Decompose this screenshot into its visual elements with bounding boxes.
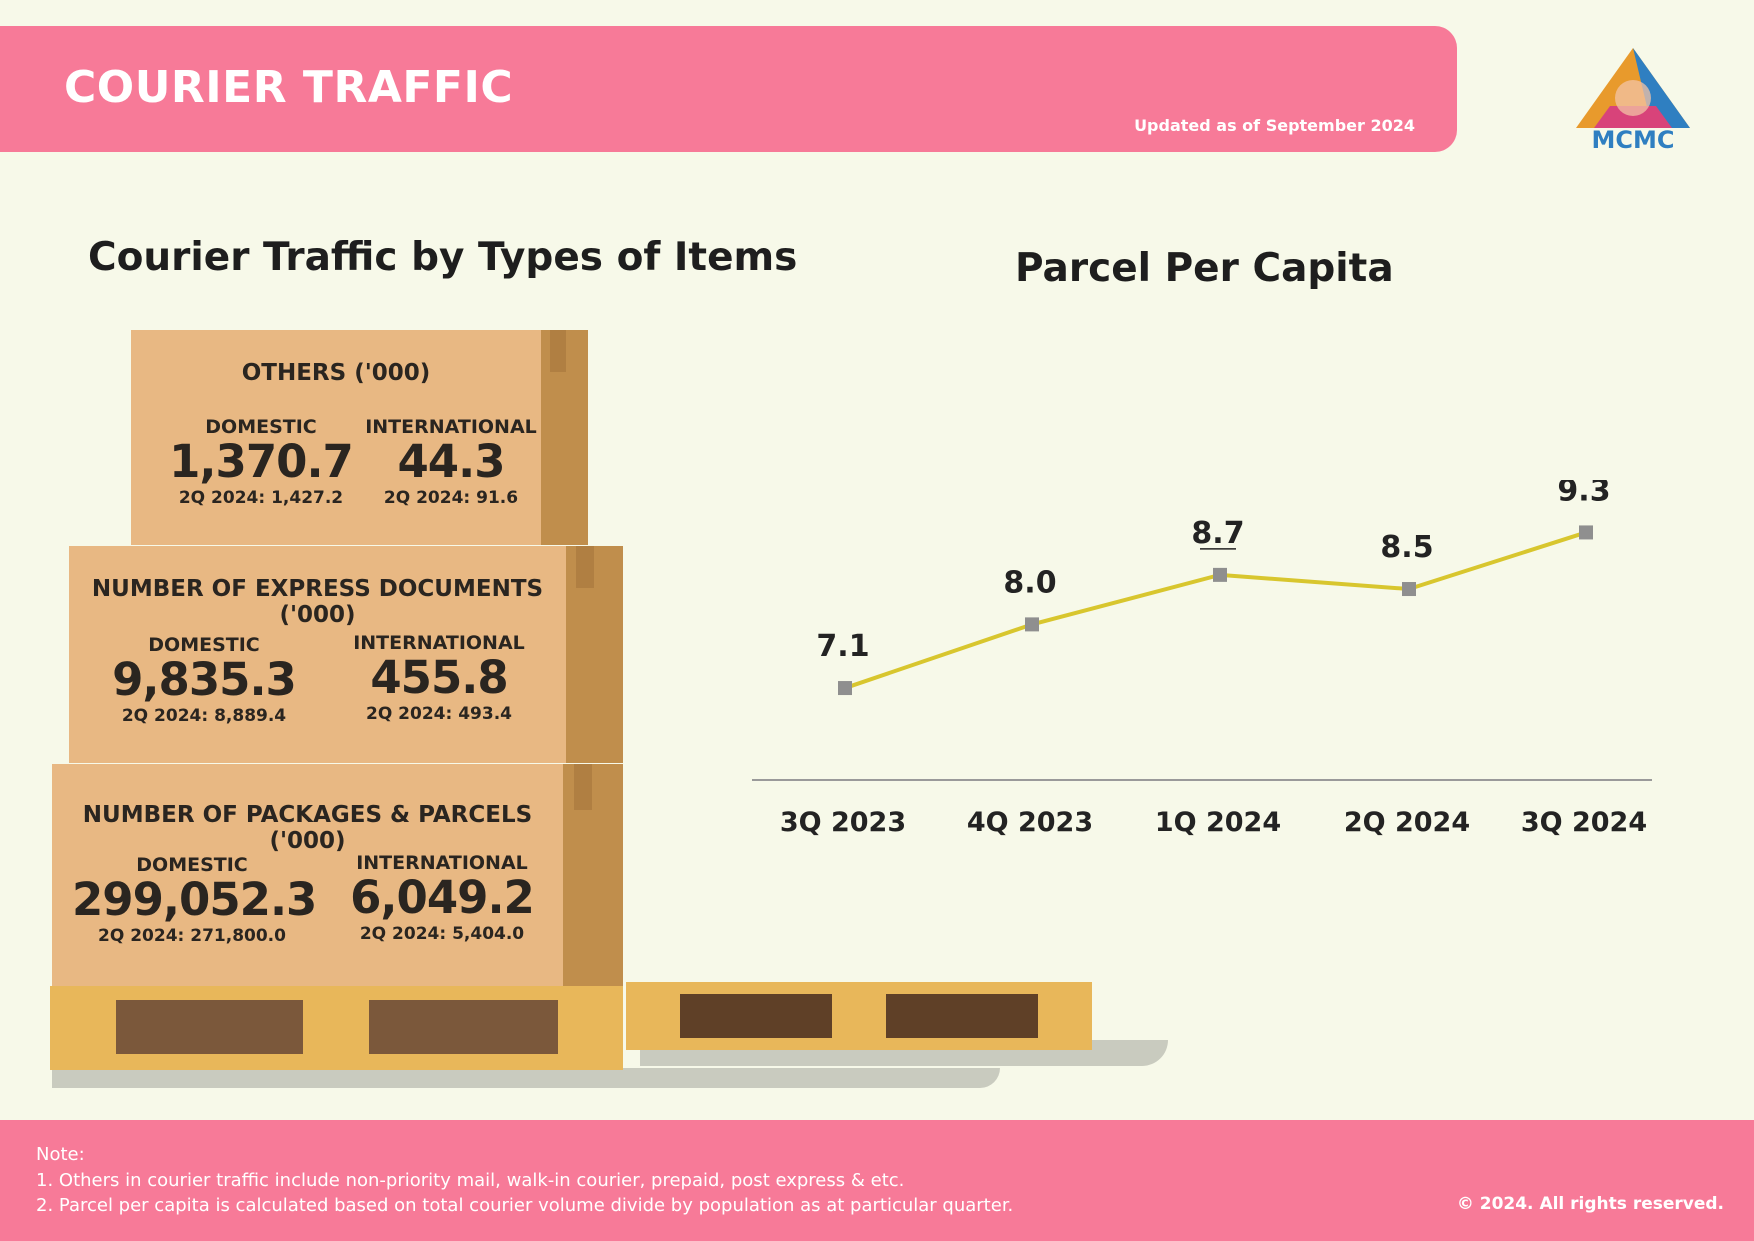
- international-block: INTERNATIONAL 6,049.2 2Q 2024: 5,404.0: [342, 852, 542, 944]
- box-side: [566, 546, 623, 763]
- box-tape: [574, 764, 592, 810]
- data-point: [1213, 567, 1227, 582]
- pallet-block: [558, 1000, 623, 1054]
- international-label: INTERNATIONAL: [356, 852, 528, 874]
- data-point: [1579, 525, 1593, 540]
- x-tick-label: 4Q 2023: [967, 807, 1093, 838]
- international-label: INTERNATIONAL: [353, 632, 525, 654]
- note-2: 2. Parcel per capita is calculated based…: [36, 1195, 1014, 1216]
- domestic-prev: 2Q 2024: 8,889.4: [121, 706, 287, 726]
- header-banner: COURIER TRAFFIC Updated as of September …: [0, 26, 1457, 152]
- international-block: INTERNATIONAL 44.3 2Q 2024: 91.6: [351, 416, 551, 508]
- data-label: 7.1: [816, 629, 869, 664]
- international-value: 6,049.2: [350, 871, 535, 924]
- domestic-value: 9,835.3: [112, 653, 297, 706]
- box-title: NUMBER OF PACKAGES & PARCELS ('000): [82, 802, 533, 854]
- domestic-label: DOMESTIC: [148, 634, 260, 656]
- box-others: OTHERS ('000) DOMESTIC 1,370.7 2Q 2024: …: [131, 330, 541, 545]
- pallet-top-board: [50, 986, 623, 1000]
- data-point: [1402, 582, 1416, 597]
- domestic-block: DOMESTIC 1,370.7 2Q 2024: 1,427.2: [151, 416, 371, 508]
- domestic-block: DOMESTIC 299,052.3 2Q 2024: 271,800.0: [72, 854, 317, 946]
- empty-pallet-top: [626, 982, 1092, 994]
- pallet-block: [1038, 994, 1092, 1038]
- pallet-block: [50, 1000, 116, 1054]
- copyright: © 2024. All rights reserved.: [1456, 1194, 1724, 1214]
- data-label: 8.7: [1191, 516, 1244, 551]
- logo-text: MCMC: [1592, 126, 1675, 152]
- international-block: INTERNATIONAL 455.8 2Q 2024: 493.4: [339, 632, 539, 724]
- page-title: COURIER TRAFFIC: [64, 62, 514, 113]
- domestic-label: DOMESTIC: [136, 854, 248, 876]
- x-tick-label: 3Q 2023: [780, 807, 906, 838]
- data-label: 8.0: [1003, 565, 1056, 600]
- updated-date: Updated as of September 2024: [1134, 116, 1415, 135]
- box-tape: [576, 546, 594, 588]
- international-prev: 2Q 2024: 493.4: [365, 704, 512, 724]
- x-tick-label: 3Q 2024: [1521, 807, 1647, 838]
- international-value: 455.8: [370, 651, 508, 704]
- box-title: NUMBER OF EXPRESS DOCUMENTS ('000): [91, 576, 544, 628]
- left-section-title: Courier Traffic by Types of Items: [88, 235, 798, 280]
- pallet-block: [303, 1000, 369, 1054]
- data-point: [1025, 617, 1039, 632]
- international-prev: 2Q 2024: 5,404.0: [359, 924, 525, 944]
- box-express-documents: NUMBER OF EXPRESS DOCUMENTS ('000) DOMES…: [69, 546, 566, 763]
- empty-pallet-bottom: [626, 1038, 1092, 1050]
- footer-banner: Note: 1. Others in courier traffic inclu…: [0, 1120, 1754, 1241]
- box-side: [563, 764, 623, 986]
- pallet-bottom-board: [50, 1054, 623, 1070]
- domestic-value: 1,370.7: [169, 435, 354, 488]
- international-label: INTERNATIONAL: [365, 416, 537, 438]
- data-point: [838, 681, 852, 696]
- parcel-per-capita-chart: 7.1 3Q 2023 8.0 4Q 2023 8.7 1Q 2024 8.5 2Q 2024…: [752, 480, 1652, 838]
- chart-title: Parcel Per Capita: [1015, 246, 1394, 291]
- note-heading: Note:: [36, 1144, 85, 1165]
- mcmc-logo: MCMC: [1576, 48, 1690, 152]
- box-packages-parcels: NUMBER OF PACKAGES & PARCELS ('000) DOME…: [52, 764, 563, 986]
- x-tick-label: 1Q 2024: [1155, 807, 1281, 838]
- domestic-prev: 2Q 2024: 271,800.0: [98, 926, 286, 946]
- pallet-block: [832, 994, 886, 1038]
- domestic-prev: 2Q 2024: 1,427.2: [178, 488, 344, 508]
- international-prev: 2Q 2024: 91.6: [383, 488, 519, 508]
- pallet-shadow: [52, 1068, 1000, 1088]
- box-title: OTHERS ('000): [241, 360, 431, 386]
- box-tape: [550, 330, 566, 372]
- international-value: 44.3: [397, 435, 505, 488]
- series-line: [844, 530, 1587, 690]
- domestic-label: DOMESTIC: [205, 416, 317, 438]
- pallet-block: [626, 994, 680, 1038]
- domestic-value: 299,052.3: [72, 873, 317, 926]
- note-1: 1. Others in courier traffic include non…: [36, 1170, 905, 1191]
- x-tick-label: 2Q 2024: [1344, 807, 1470, 838]
- data-label: 8.5: [1380, 530, 1433, 565]
- domestic-block: DOMESTIC 9,835.3 2Q 2024: 8,889.4: [109, 634, 299, 726]
- data-label: 9.3: [1557, 480, 1610, 508]
